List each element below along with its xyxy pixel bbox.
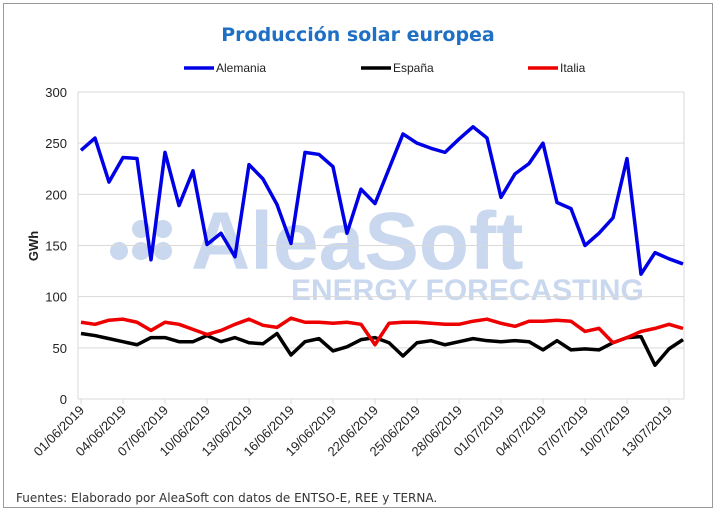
chart-title: Producción solar europea — [221, 24, 495, 46]
watermark-dot — [110, 242, 128, 260]
y-tick-label: 300 — [45, 85, 67, 100]
y-axis-label: GWh — [26, 231, 41, 261]
series-line-españa — [80, 331, 684, 367]
y-tick-label: 250 — [45, 136, 67, 151]
y-tick-label: 50 — [53, 341, 67, 356]
series-line-alemania — [79, 125, 684, 276]
watermark-dot — [154, 220, 172, 238]
legend-label: Italia — [560, 61, 586, 75]
y-tick-label: 200 — [45, 187, 67, 202]
y-tick-label: 0 — [60, 392, 67, 407]
chart-frame: AleaSoft ENERGY FORECASTING Producción sol… — [3, 3, 713, 508]
y-tick-label: 150 — [45, 239, 67, 254]
y-tick-label: 100 — [45, 290, 67, 305]
watermark-dot — [132, 242, 150, 260]
legend-label: Alemania — [216, 61, 266, 75]
series-line-italia — [80, 316, 684, 347]
source-note: Fuentes: Elaborado por AleaSoft con dato… — [16, 491, 438, 505]
legend-label: España — [393, 61, 434, 75]
watermark-brand: AleaSoft — [191, 196, 524, 287]
watermark-dot — [154, 242, 172, 260]
watermark-tagline: ENERGY FORECASTING — [291, 274, 644, 307]
